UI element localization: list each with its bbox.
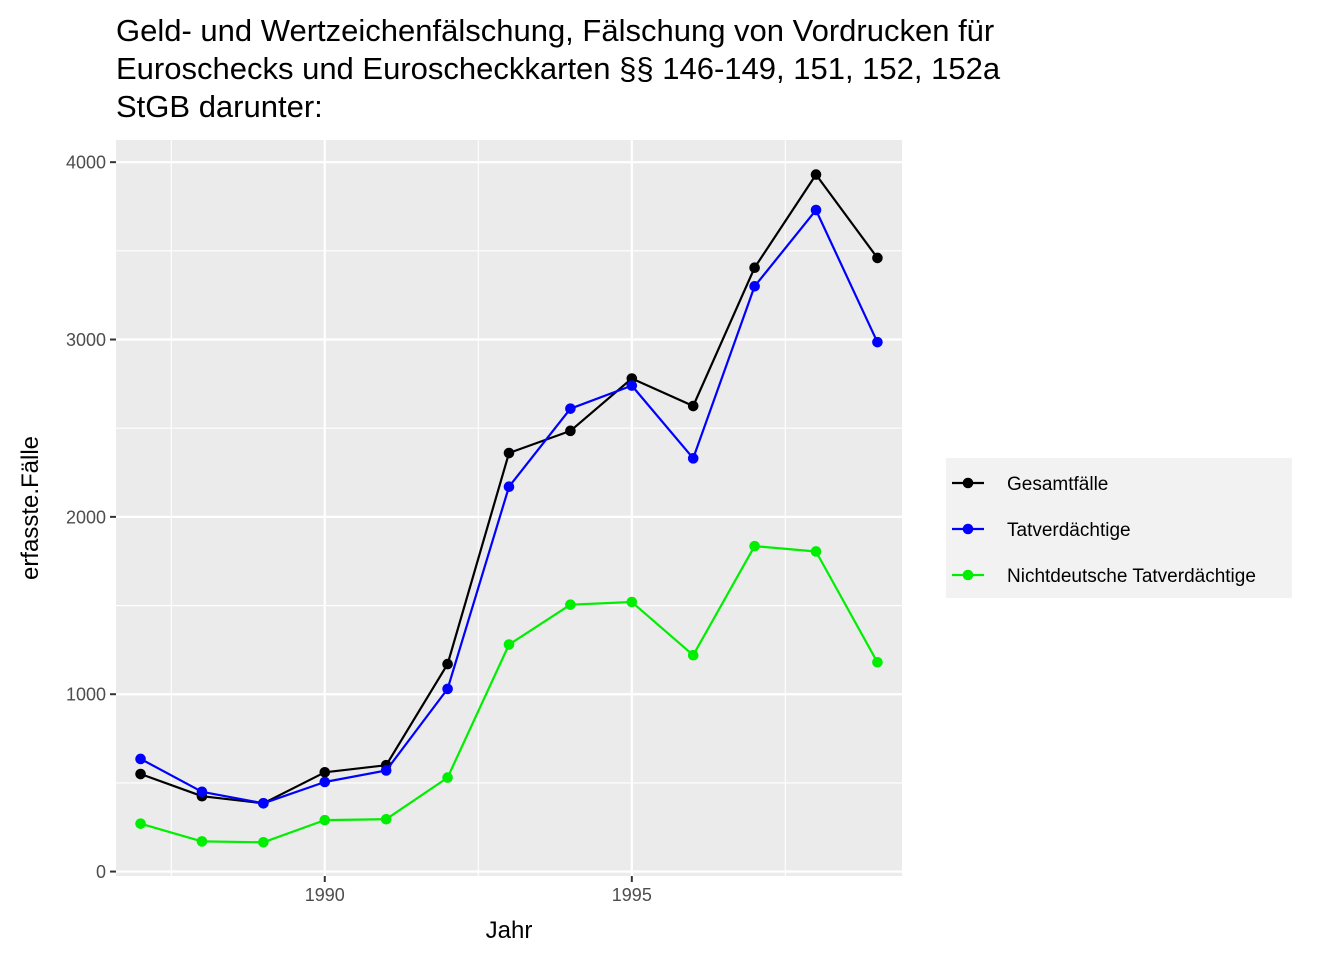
y-tick-label: 4000 xyxy=(66,153,106,173)
data-point xyxy=(503,447,515,459)
data-point xyxy=(503,639,515,650)
data-point xyxy=(810,169,822,180)
data-point xyxy=(565,599,576,610)
legend-key-point xyxy=(962,477,974,489)
y-axis-title: erfasste.Fälle xyxy=(17,436,44,580)
data-point xyxy=(442,683,453,695)
chart-title-line-1: Geld- und Wertzeichenfälschung, Fälschun… xyxy=(116,13,995,48)
data-point xyxy=(872,336,883,348)
data-point xyxy=(810,204,822,216)
y-tick-label: 1000 xyxy=(66,685,106,705)
chart-title-line-3: StGB darunter: xyxy=(116,89,323,124)
data-point xyxy=(380,813,392,825)
data-point xyxy=(687,400,699,412)
data-point xyxy=(626,380,638,391)
data-point xyxy=(319,776,331,788)
data-point xyxy=(749,281,760,292)
data-point xyxy=(196,836,208,847)
data-point xyxy=(319,766,331,778)
y-tick-label: 0 xyxy=(96,862,106,882)
legend-key-point xyxy=(962,523,974,535)
data-point xyxy=(442,772,453,783)
data-point xyxy=(258,837,269,848)
data-point xyxy=(872,252,883,264)
data-point xyxy=(135,753,146,765)
data-point xyxy=(626,596,638,608)
data-point xyxy=(687,649,699,661)
x-tick-label: 1995 xyxy=(612,885,652,905)
data-point xyxy=(196,786,208,798)
data-point xyxy=(380,765,392,776)
legend-key-point xyxy=(962,569,974,581)
chart-title-line-2: Euroschecks und Euroscheckkarten §§ 146-… xyxy=(116,51,1001,86)
legend-box xyxy=(946,458,1292,598)
data-point xyxy=(687,453,699,464)
data-point xyxy=(810,546,822,557)
data-point xyxy=(135,768,146,780)
y-tick-label: 3000 xyxy=(66,330,106,350)
data-point xyxy=(135,818,146,829)
data-point xyxy=(565,403,576,414)
legend-label: Gesamtfälle xyxy=(1007,474,1108,495)
y-tick-label: 2000 xyxy=(66,507,106,527)
data-point xyxy=(749,262,760,273)
data-point xyxy=(503,481,515,493)
x-axis-title: Jahr xyxy=(486,917,533,944)
data-point xyxy=(442,658,453,670)
data-point xyxy=(565,425,576,437)
data-point xyxy=(319,814,331,826)
legend-label: Nichtdeutsche Tatverdächtige xyxy=(1007,566,1256,587)
data-point xyxy=(872,656,883,668)
legend-label: Tatverdächtige xyxy=(1007,520,1131,541)
data-point xyxy=(749,540,760,552)
plot-panel xyxy=(116,140,902,876)
data-point xyxy=(258,797,269,809)
x-tick-label: 1990 xyxy=(305,885,345,905)
